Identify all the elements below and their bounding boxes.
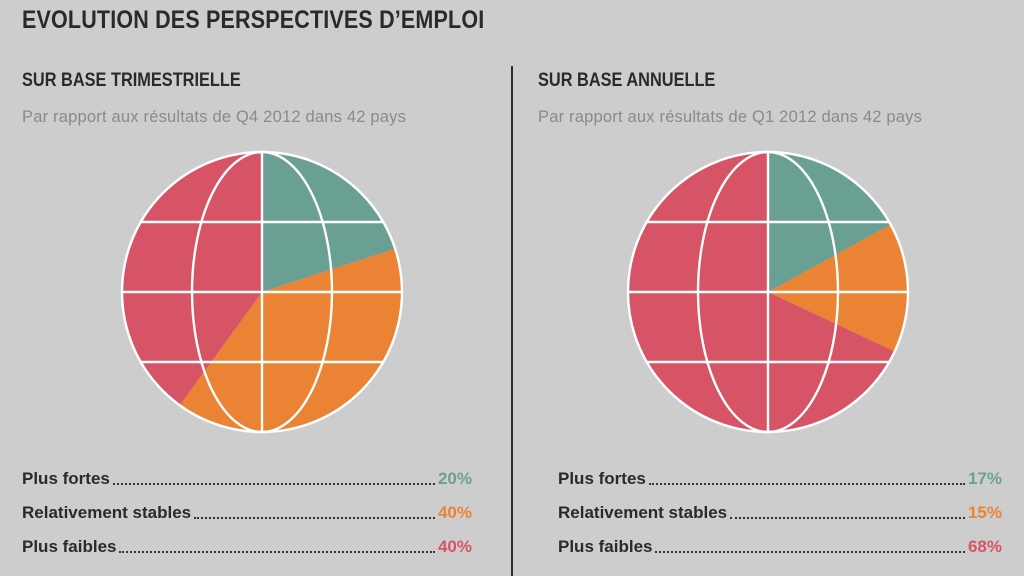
quarterly-legend: Plus fortes 20% Relativement stables 40%… (22, 462, 472, 564)
legend-row-plus-fortes: Plus fortes 17% (558, 462, 1002, 496)
legend-label: Plus faibles (22, 537, 117, 556)
legend-label: Relativement stables (558, 503, 728, 522)
legend-value: 15% (967, 503, 1002, 522)
globe-grid (626, 150, 910, 434)
panel-divider (511, 66, 513, 576)
leader-dots (648, 483, 965, 485)
chart-subtitle: Par rapport aux résultats de Q4 2012 dan… (22, 108, 407, 126)
page-title: EVOLUTION DES PERSPECTIVES D’EMPLOI (22, 6, 485, 34)
legend-label: Relativement stables (22, 503, 192, 522)
legend-row-relativement-stables: Relativement stables 40% (22, 496, 472, 530)
quarterly-panel: SUR BASE TRIMESTRIELLE Par rapport aux r… (22, 0, 502, 576)
globe-outline (120, 150, 404, 434)
globe-grid (120, 150, 404, 434)
leader-dots (112, 483, 435, 485)
legend-value: 40% (437, 537, 472, 556)
legend-value: 17% (967, 469, 1002, 488)
annual-panel: SUR BASE ANNUELLE Par rapport aux résult… (538, 0, 1018, 576)
leader-dots (194, 517, 435, 519)
legend-row-plus-faibles: Plus faibles 68% (558, 530, 1002, 564)
annual-legend: Plus fortes 17% Relativement stables 15%… (558, 462, 1002, 564)
leader-dots (119, 551, 435, 553)
leader-dots (655, 551, 965, 553)
annual-pie-chart (626, 150, 910, 434)
legend-label: Plus fortes (558, 469, 646, 488)
pie-slice-relativement-stables (179, 248, 403, 432)
legend-row-plus-faibles: Plus faibles 40% (22, 530, 472, 564)
legend-row-relativement-stables: Relativement stables 15% (558, 496, 1002, 530)
legend-value: 20% (437, 469, 472, 488)
globe-outline (626, 150, 910, 434)
chart-subtitle: Par rapport aux résultats de Q1 2012 dan… (538, 108, 923, 126)
leader-dots (730, 517, 965, 519)
legend-row-plus-fortes: Plus fortes 20% (22, 462, 472, 496)
chart-title: SUR BASE ANNUELLE (538, 70, 716, 91)
legend-value: 68% (967, 537, 1002, 556)
legend-value: 40% (437, 503, 472, 522)
legend-label: Plus faibles (558, 537, 653, 556)
chart-title: SUR BASE TRIMESTRIELLE (22, 70, 241, 91)
legend-label: Plus fortes (22, 469, 110, 488)
quarterly-pie-chart (120, 150, 404, 434)
